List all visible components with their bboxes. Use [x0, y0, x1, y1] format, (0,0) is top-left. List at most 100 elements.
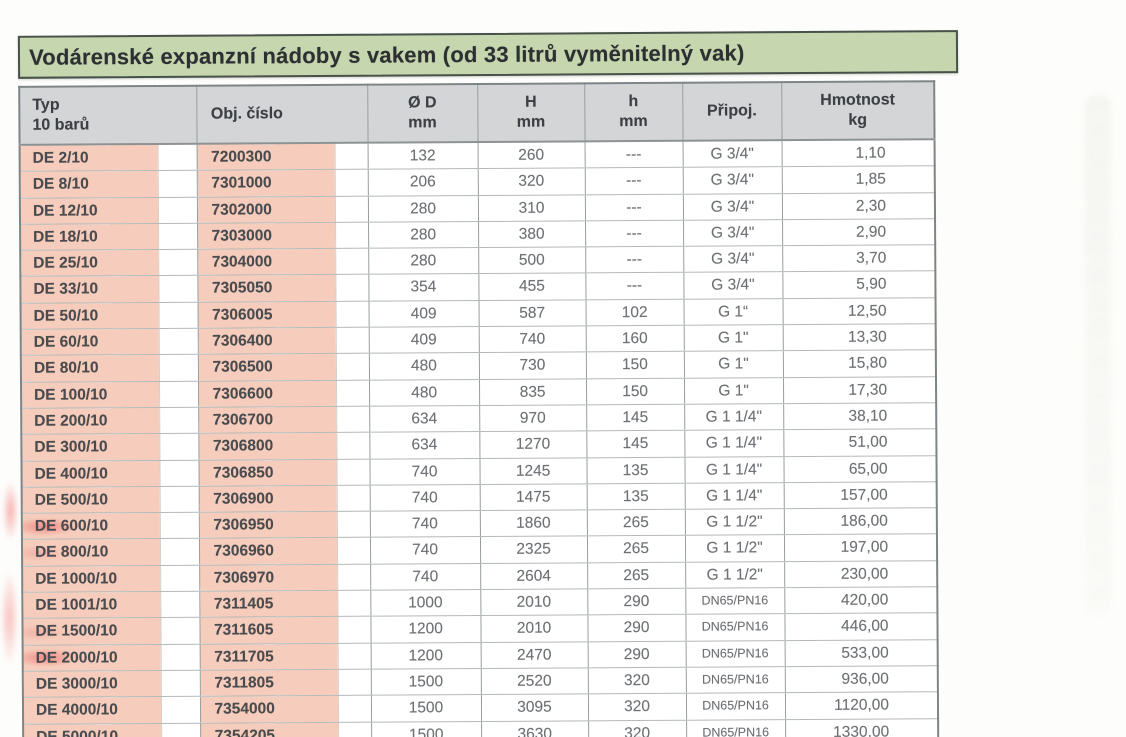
cell-height-h: --- — [584, 167, 683, 195]
cell-height-h: 145 — [586, 430, 685, 458]
cell-height-h: 320 — [587, 667, 686, 695]
cell-gap — [161, 722, 201, 737]
cell-connection: G 3/4" — [682, 140, 782, 168]
cell-height-H: 2520 — [480, 667, 588, 695]
cell-obj-cislo: 7306700 — [198, 406, 337, 434]
cell-gap — [337, 695, 372, 722]
cell-weight: 38,10 — [783, 402, 937, 430]
cell-typ: DE 100/10 — [21, 381, 160, 409]
cell-connection: G 3/4" — [683, 219, 783, 247]
cell-obj-cislo: 7311605 — [199, 616, 338, 644]
cell-height-H: 3095 — [480, 694, 589, 722]
cell-height-H: 455 — [478, 273, 586, 301]
cell-height-h: --- — [585, 220, 684, 248]
cell-obj-cislo: 7306970 — [199, 564, 338, 592]
cell-gap — [160, 591, 200, 618]
cell-diameter: 280 — [367, 195, 479, 223]
cell-diameter: 1000 — [370, 589, 481, 617]
cell-typ: DE 2000/10 — [22, 644, 161, 672]
cell-weight: 5,90 — [782, 271, 936, 299]
col-header-typ-line1: Typ — [32, 96, 60, 114]
cell-connection: DN65/PN16 — [685, 613, 785, 641]
cell-gap — [336, 511, 370, 538]
cell-gap — [160, 617, 200, 645]
cell-height-H: 2325 — [479, 536, 588, 564]
cell-typ: DE 33/10 — [20, 275, 159, 304]
cell-diameter: 132 — [367, 142, 478, 170]
cell-typ: DE 18/10 — [20, 223, 159, 251]
cell-weight: 51,00 — [783, 428, 937, 457]
cell-obj-cislo: 7354000 — [199, 695, 339, 723]
col-header-obj-cislo: Obj. číslo — [196, 84, 368, 144]
cell-typ: DE 1000/10 — [22, 565, 161, 593]
cell-connection: DN65/PN16 — [685, 587, 785, 615]
cell-obj-cislo: 7306005 — [197, 301, 336, 329]
cell-obj-cislo: 7306900 — [198, 485, 337, 513]
cell-height-h: 135 — [586, 456, 685, 484]
col-header-typ-line2: 10 barů — [32, 116, 90, 134]
cell-diameter: 1500 — [370, 668, 481, 696]
cell-diameter: 280 — [368, 221, 479, 249]
cell-gap — [160, 696, 201, 723]
cell-gap — [337, 590, 371, 617]
cell-typ: DE 5000/10 — [23, 722, 162, 737]
cell-height-H: 1475 — [479, 483, 587, 511]
scan-edge-shadow — [1085, 95, 1111, 615]
cell-connection: G 3/4" — [683, 272, 783, 300]
cell-gap — [336, 379, 370, 407]
cell-gap — [336, 485, 370, 512]
cell-typ: DE 8/10 — [19, 170, 158, 198]
cell-diameter: 409 — [368, 300, 479, 328]
cell-gap — [157, 143, 197, 171]
cell-obj-cislo: 7311405 — [199, 590, 338, 618]
cell-height-h: 290 — [587, 640, 686, 668]
cell-connection: G 1 1/2" — [685, 561, 785, 589]
cell-gap — [335, 353, 370, 381]
cell-typ: DE 200/10 — [21, 407, 160, 435]
cell-gap — [158, 275, 198, 303]
cell-weight: 12,50 — [782, 297, 936, 325]
cell-connection: G 1" — [683, 324, 783, 352]
cell-height-h: --- — [585, 246, 684, 274]
cell-obj-cislo: 7306950 — [198, 511, 337, 539]
cell-height-H: 2010 — [480, 615, 588, 643]
cell-height-H: 3630 — [481, 720, 589, 737]
cell-gap — [159, 459, 199, 487]
cell-gap — [336, 406, 370, 433]
col-header-height-h: h mm — [584, 82, 683, 142]
cell-diameter: 740 — [369, 536, 481, 564]
cell-diameter: 206 — [367, 168, 478, 196]
cell-typ: DE 50/10 — [20, 302, 159, 330]
cell-gap — [335, 222, 369, 249]
cell-typ: DE 500/10 — [21, 486, 160, 514]
cell-diameter: 740 — [369, 458, 480, 486]
cell-gap — [335, 274, 369, 302]
cell-weight: 1120,00 — [784, 691, 939, 720]
cell-diameter: 634 — [369, 405, 480, 433]
cell-typ: DE 2/10 — [19, 143, 158, 172]
cell-weight: 1,85 — [781, 166, 935, 194]
cell-obj-cislo: 7306960 — [198, 537, 338, 565]
cell-weight: 446,00 — [784, 613, 938, 641]
cell-connection: G 1 1/4" — [684, 429, 784, 457]
cell-gap — [157, 170, 197, 198]
cell-typ: DE 3000/10 — [22, 670, 161, 698]
cell-gap — [160, 643, 200, 671]
product-spec-table: Typ 10 barů Obj. číslo Ø D mm H mm — [18, 80, 940, 737]
cell-connection: G 3/4" — [682, 193, 783, 221]
cell-obj-cislo: 7306500 — [197, 353, 337, 381]
cell-gap — [337, 563, 371, 591]
cell-gap — [159, 512, 199, 539]
cell-gap — [159, 433, 199, 461]
scan-smudge-mark — [3, 482, 18, 540]
cell-height-h: 102 — [585, 299, 684, 326]
cell-height-H: 320 — [477, 168, 585, 196]
cell-gap — [336, 458, 370, 486]
cell-typ: DE 4000/10 — [22, 696, 162, 724]
cell-height-H: 835 — [479, 378, 587, 406]
cell-typ: DE 800/10 — [21, 538, 161, 567]
cell-diameter: 480 — [369, 379, 480, 407]
cell-height-h: 290 — [587, 588, 686, 616]
cell-height-H: 500 — [478, 247, 586, 274]
